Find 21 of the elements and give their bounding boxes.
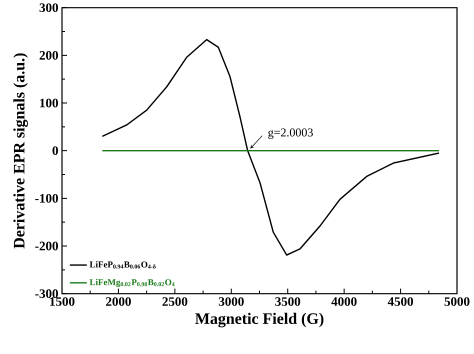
x-tick-label: 3000 xyxy=(218,297,244,306)
y-tick-label: 200 xyxy=(40,51,58,60)
y-tick-label: 300 xyxy=(40,3,58,12)
x-tick-label: 3500 xyxy=(275,297,300,306)
x-tick-label: 2500 xyxy=(162,297,188,306)
x-tick-label: 2000 xyxy=(106,297,131,306)
x-tick-label: 4500 xyxy=(388,297,414,306)
legend-label: LiFeP$_{0.94}$B$_{0.06}$O$_{4-δ}$ xyxy=(90,261,156,269)
y-tick-label: 0 xyxy=(52,146,58,156)
x-axis-title: Magnetic Field (G) xyxy=(195,312,324,328)
y-tick-label: -300 xyxy=(35,289,58,298)
y-tick-label: 100 xyxy=(40,98,58,108)
x-tick-label: 1500 xyxy=(50,297,74,306)
legend-label: LiFeMg$_{0.02}$P$_{0.98}$B$_{0.02}$O$_{4}$ xyxy=(90,279,175,288)
x-tick-label: 4000 xyxy=(331,297,357,306)
y-axis-title: Derivative EPR signals (a.u.) xyxy=(13,53,28,249)
annotation: g=2.0003 xyxy=(268,128,313,140)
line-series xyxy=(102,39,440,256)
x-tick-label: 5000 xyxy=(444,297,470,306)
y-tick-label: -100 xyxy=(35,194,58,203)
y-tick-label: -200 xyxy=(35,242,58,251)
